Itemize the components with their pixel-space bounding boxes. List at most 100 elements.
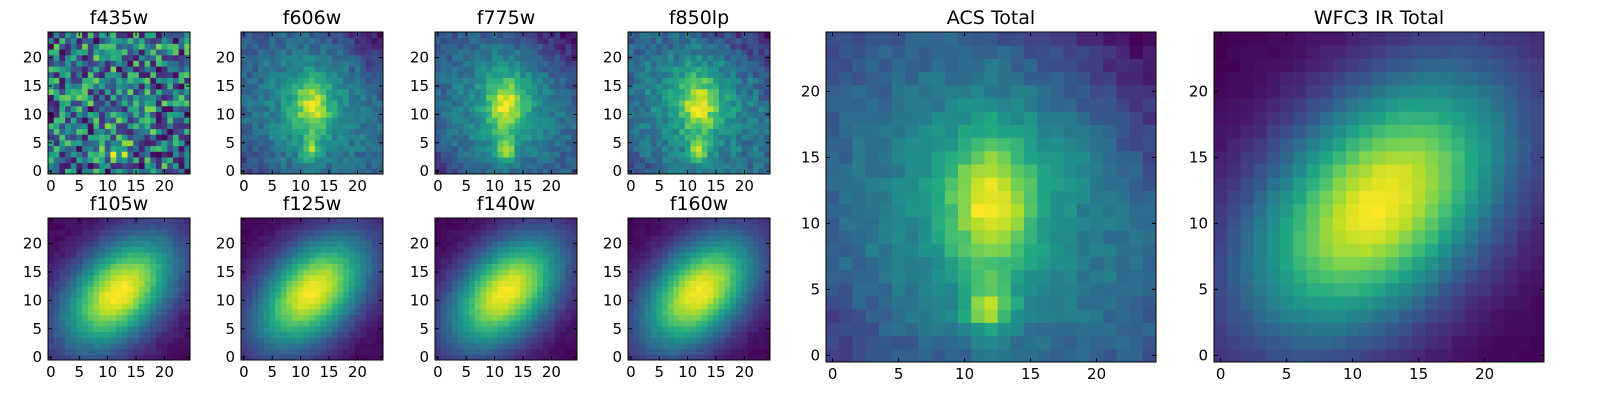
heatmap-cell xyxy=(662,156,669,164)
heatmap-cell xyxy=(718,134,726,141)
heatmap-cell xyxy=(53,94,60,101)
heatmap-cell xyxy=(713,43,720,50)
heatmap-cell xyxy=(463,235,470,242)
heatmap-cell xyxy=(474,331,481,338)
heatmap-cell xyxy=(701,49,709,56)
heatmap-cell xyxy=(87,331,94,338)
heatmap-cell xyxy=(718,100,726,107)
heatmap-cell xyxy=(520,297,527,304)
heatmap-cell xyxy=(508,162,516,169)
heatmap-cell xyxy=(320,49,327,56)
heatmap-cell xyxy=(286,94,293,101)
heatmap-cell xyxy=(707,151,714,158)
heatmap-cell xyxy=(639,354,646,361)
heatmap-cell xyxy=(167,139,174,147)
heatmap-cell xyxy=(735,286,743,293)
heatmap-cell xyxy=(93,320,100,327)
heatmap-cell xyxy=(457,117,464,124)
heatmap-cell xyxy=(463,88,470,95)
heatmap-cell xyxy=(258,269,265,276)
heatmap-cell xyxy=(365,291,373,299)
heatmap-cell xyxy=(446,274,453,281)
heatmap-cell xyxy=(559,348,567,355)
heatmap-cell xyxy=(525,337,533,344)
heatmap-cell xyxy=(690,71,697,78)
heatmap-cell xyxy=(758,331,765,338)
heatmap-cell xyxy=(246,257,253,264)
heatmap-cell xyxy=(730,122,737,130)
heatmap-cell xyxy=(110,88,117,95)
heatmap-cell xyxy=(554,54,561,61)
heatmap-cell xyxy=(116,223,123,230)
heatmap-cell xyxy=(292,314,299,321)
heatmap-cell xyxy=(440,291,447,299)
heatmap-cell xyxy=(104,94,111,101)
axes-frame xyxy=(627,31,771,175)
heatmap-cell xyxy=(662,128,669,135)
heatmap-cell xyxy=(337,280,344,287)
heatmap-cell xyxy=(246,348,253,355)
heatmap-cell xyxy=(155,218,163,225)
heatmap-cell xyxy=(65,252,72,259)
heatmap-cell xyxy=(486,43,493,50)
heatmap-cell xyxy=(650,117,657,124)
heatmap-cell xyxy=(104,105,111,113)
heatmap-cell xyxy=(752,274,760,281)
heatmap-cell xyxy=(548,297,555,304)
heatmap-cell xyxy=(263,156,270,164)
heatmap-cell xyxy=(348,156,356,164)
heatmap-cell xyxy=(138,162,146,169)
heatmap-cell xyxy=(554,71,561,78)
heatmap-cell xyxy=(258,246,265,253)
heatmap-cell xyxy=(735,32,743,39)
heatmap-cell xyxy=(667,314,674,321)
heatmap-cell xyxy=(474,162,481,169)
heatmap-cell xyxy=(116,320,123,327)
heatmap-cell xyxy=(514,257,521,264)
heatmap-cell xyxy=(292,111,299,118)
heatmap-cell xyxy=(184,291,191,299)
heatmap-cell xyxy=(571,71,578,78)
heatmap-cell xyxy=(303,168,310,175)
heatmap-cell xyxy=(639,94,646,101)
heatmap-cell xyxy=(639,303,646,310)
heatmap-cell xyxy=(565,134,572,141)
heatmap-cell xyxy=(297,252,304,259)
heatmap-cell xyxy=(320,122,327,130)
heatmap-cell xyxy=(656,297,663,304)
heatmap-cell xyxy=(110,162,117,169)
heatmap-cell xyxy=(764,320,771,327)
heatmap-cell xyxy=(469,331,476,338)
heatmap-cell xyxy=(457,66,464,73)
heatmap-cell xyxy=(486,331,493,338)
heatmap-cell xyxy=(65,83,72,90)
heatmap-cell xyxy=(286,291,293,299)
heatmap-cell xyxy=(446,71,453,78)
heatmap-cell xyxy=(99,240,106,247)
heatmap-cell xyxy=(133,235,140,242)
heatmap-cell xyxy=(565,88,572,95)
heatmap-cell xyxy=(161,308,168,316)
heatmap-cell xyxy=(292,342,299,350)
heatmap-cell xyxy=(127,269,134,276)
heatmap-cell xyxy=(53,77,60,84)
heatmap-cell xyxy=(110,314,117,321)
heatmap-cell xyxy=(548,100,555,107)
heatmap-cell xyxy=(559,235,567,242)
heatmap-cell xyxy=(178,246,185,253)
heatmap-cell xyxy=(93,94,100,101)
heatmap-cell xyxy=(104,342,111,350)
heatmap-cell xyxy=(59,263,66,270)
heatmap-cell xyxy=(309,134,316,141)
heatmap-cell xyxy=(116,77,123,84)
heatmap-cell xyxy=(343,66,350,73)
heatmap-cell xyxy=(309,320,316,327)
heatmap-cell xyxy=(246,117,253,124)
heatmap-cell xyxy=(463,291,470,299)
heatmap-cell xyxy=(116,162,123,169)
heatmap-cell xyxy=(337,43,344,50)
heatmap-cell xyxy=(309,83,316,90)
heatmap-cell xyxy=(172,246,180,253)
heatmap-cell xyxy=(360,151,367,158)
heatmap-cell xyxy=(116,151,123,158)
